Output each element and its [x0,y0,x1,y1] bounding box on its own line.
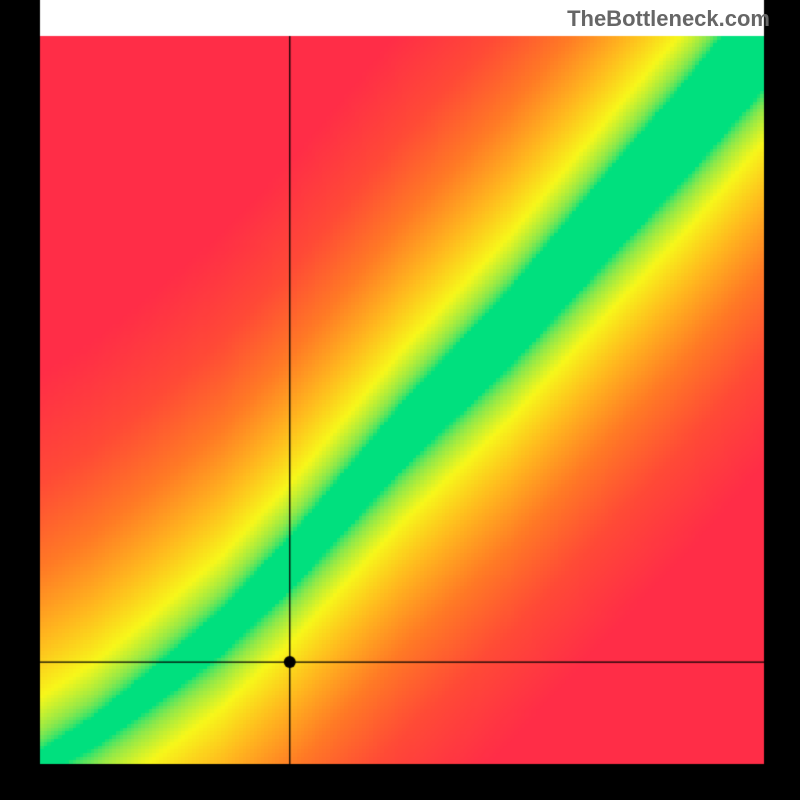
watermark-text: TheBottleneck.com [567,6,770,32]
chart-container: TheBottleneck.com [0,0,800,800]
bottleneck-heatmap [0,0,800,800]
